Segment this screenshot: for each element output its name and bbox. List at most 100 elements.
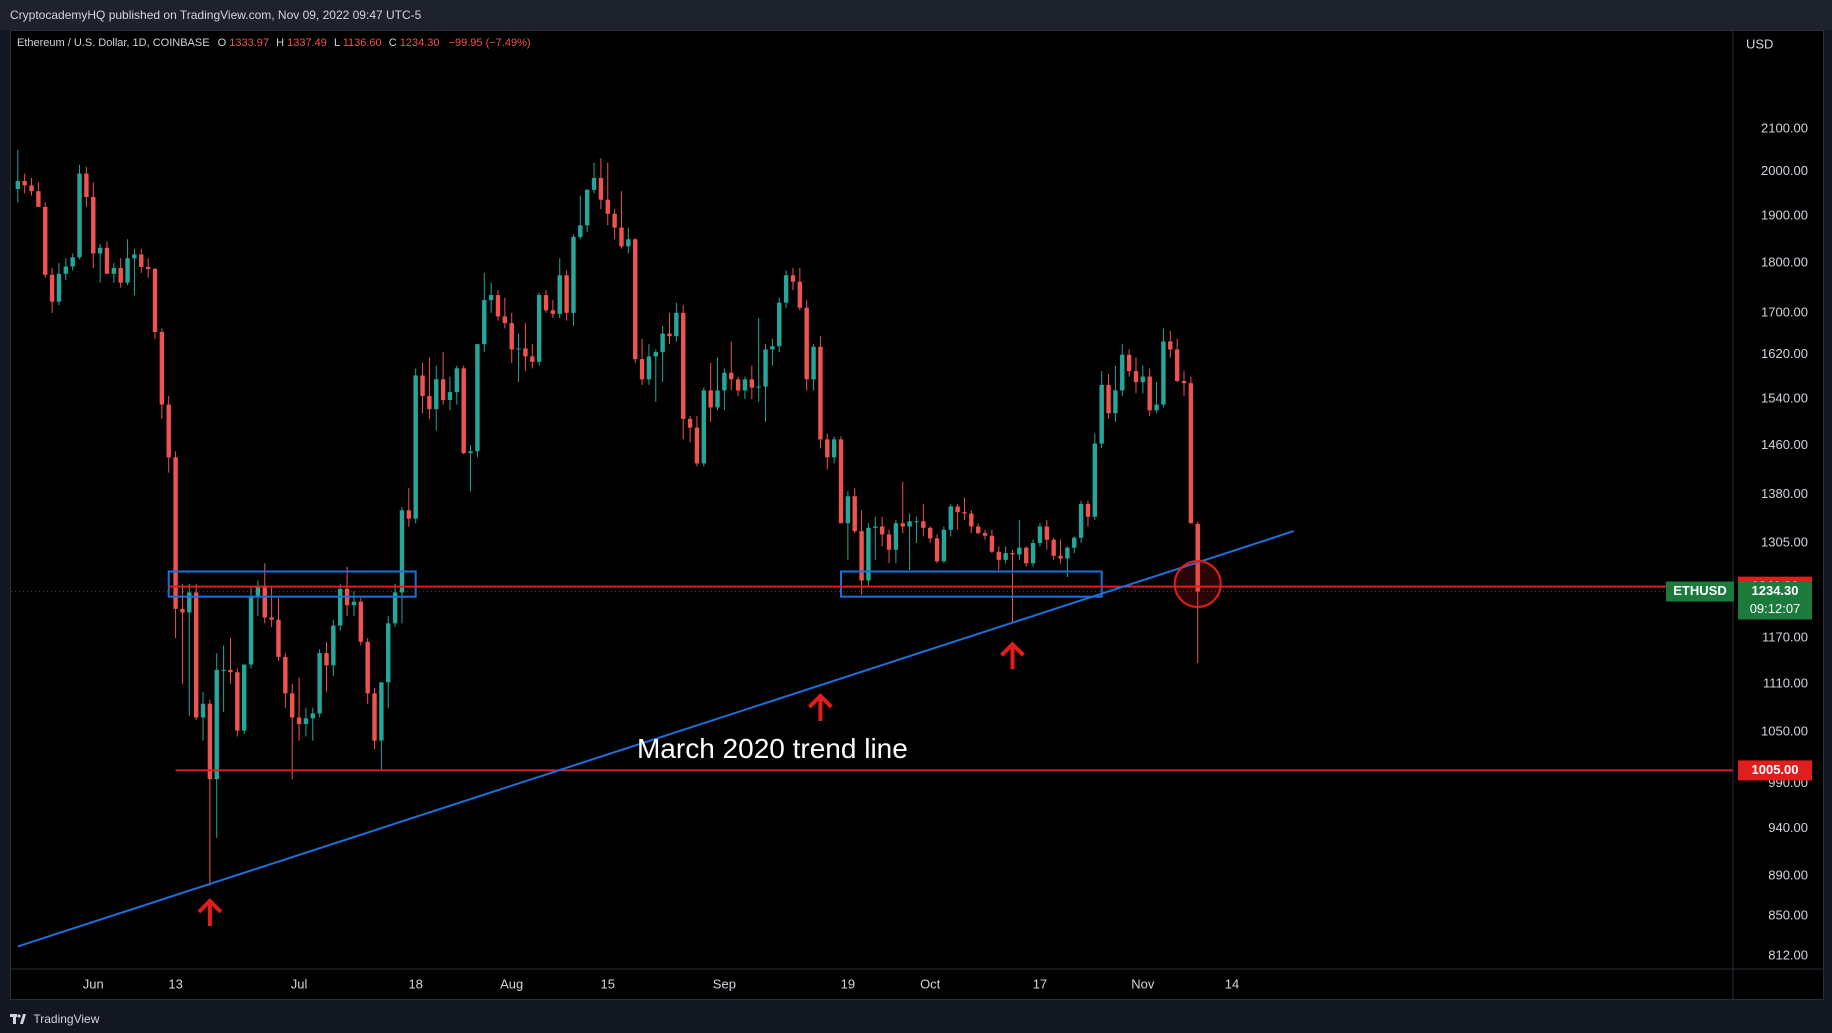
candle-body [605,199,610,214]
candle [262,563,267,624]
candle-body [927,527,933,539]
candle [1037,523,1043,547]
candle-body [701,390,706,464]
candle-body [1072,537,1077,548]
candle-body [221,669,226,671]
candle-body [187,592,192,613]
time-tick-label: 13 [168,976,182,991]
candle [982,529,988,540]
candle [646,344,652,385]
candle-body [420,375,425,397]
candle-body [399,510,405,593]
candle [248,587,254,669]
candle [708,362,713,422]
candle [269,587,274,627]
candle-body [1017,547,1022,555]
candle-body [783,275,789,303]
candle-body [324,653,329,666]
candles [15,149,1200,887]
candle-body [70,257,75,267]
candle [502,297,508,329]
candle [619,191,624,249]
candle-body [571,236,576,313]
candle-body [125,258,130,283]
candle [1133,357,1139,394]
candle-body [1030,543,1036,564]
published-info: CryptocademyHQ published on TradingView.… [10,8,422,22]
candle-body [241,664,247,731]
candle [1174,338,1180,383]
time-tick-label: 19 [841,976,855,991]
candle-body [584,189,590,226]
candle-body [77,173,82,258]
candle [488,282,494,313]
tradingview-logo-icon [10,1013,26,1024]
candle [386,616,391,708]
candle-body [1161,341,1166,405]
candle [434,365,439,431]
candle [536,292,542,366]
candle-body [962,512,967,514]
candle-body [694,427,700,464]
symbol-legend: Ethereum / U.S. Dollar, 1D, COINBASE O 1… [17,37,1773,52]
candle [468,445,473,492]
legend-c-value: 1234.30 [400,37,440,49]
candle-body [235,672,240,731]
price-axis[interactable]: 2100.00 2000.00 1900.00 1800.00 1700.00 1620.… [1732,31,1808,1000]
time-axis[interactable]: Jun 13 Jul 18 Aug 15 Sep 19 Oct 17 Nov 14 [11,968,1824,991]
candle [955,503,960,530]
candle [941,526,947,564]
candle-body [818,346,823,440]
candle-body [633,239,638,360]
candle-body [1037,526,1043,544]
candle-body [660,333,665,353]
candle [241,664,247,734]
candle [111,263,117,283]
candle-body [1092,443,1098,517]
level-1005-tag-label: 1005.00 [1752,762,1799,777]
candle [1168,330,1173,358]
time-tick-label: Jun [83,976,104,991]
candle-body [447,392,453,401]
candle [845,491,851,560]
candle-body [495,295,501,317]
candle [694,416,700,467]
arrow-head [808,693,833,709]
price-tick-label: 1800.00 [1761,255,1808,270]
candle [358,598,363,646]
candle [1106,373,1111,419]
candle [715,357,720,411]
candle-body [708,390,713,408]
candle [660,325,665,383]
candle-body [934,538,940,562]
price-chart[interactable]: March 2020 trend line 2100.00 2000.00 1900… [11,31,1824,1000]
candle-body [948,506,953,530]
candle [893,519,899,564]
candle [777,297,782,353]
candle-body [831,439,837,458]
candle [722,368,727,411]
candle-body [15,181,20,189]
candle [612,209,617,240]
candle [1140,365,1146,394]
candle-body [118,267,123,283]
candle-body [941,529,947,562]
candle-body [639,359,645,380]
candle [36,182,41,207]
candle-body [557,275,562,314]
candle-body [331,625,336,666]
candle [584,188,590,233]
candle [1058,539,1063,564]
candle-body [1113,390,1118,414]
price-tick-label: 1460.00 [1761,437,1808,452]
time-tick-label: 14 [1225,976,1239,991]
candle [440,352,446,405]
chart-panel[interactable]: March 2020 trend line 2100.00 2000.00 1900… [10,30,1824,1000]
candle [152,267,158,339]
drawings: March 2020 trend line [17,530,1733,948]
candle [1113,365,1118,422]
candle-body [193,592,199,718]
candle [235,668,240,737]
price-tick-label: 2100.00 [1761,120,1808,135]
